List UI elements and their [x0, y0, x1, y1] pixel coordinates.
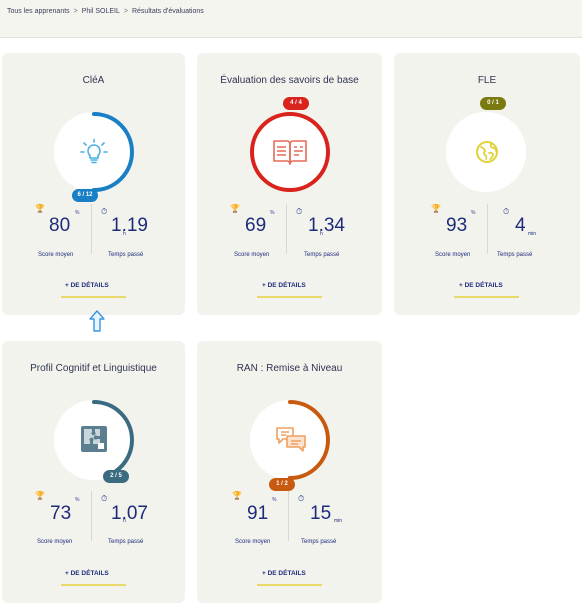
score-unit: % [471, 210, 476, 216]
card-title: RAN : Remise à Niveau [236, 363, 343, 374]
time-label: Temps passé [304, 252, 340, 258]
stopwatch-icon: ⏱ [101, 207, 108, 216]
details-underline [61, 296, 126, 298]
breadcrumb-current: Résultats d'évaluations [131, 8, 204, 15]
lightbulb-icon [79, 138, 109, 173]
stopwatch-icon: ⏱ [298, 494, 305, 503]
time-label: Temps passé [108, 252, 144, 258]
score-value: 73 [50, 503, 72, 524]
time-unit: h [320, 231, 323, 237]
score-label: Score moyen [235, 539, 271, 545]
divider [286, 204, 287, 254]
score-label: Score moyen [435, 252, 471, 258]
time-label: Temps passé [301, 539, 337, 545]
trophy-icon: 🏆 [232, 491, 242, 500]
breadcrumb: Tous les apprenants > Phil SOLEIL > Résultat… [7, 8, 204, 15]
time-unit: min [528, 231, 537, 237]
details-link[interactable]: + DE DÉTAILS [459, 282, 503, 289]
divider [91, 204, 92, 254]
score-unit: % [75, 210, 80, 216]
card-title: Évaluation des savoirs de base [220, 75, 359, 86]
card-fle[interactable]: FLE 0 / 1 🏆 % 93 Score moyen ⏱ 4 min Tem… [394, 53, 580, 315]
score-unit: % [270, 210, 275, 216]
score-label: Score moyen [37, 539, 73, 545]
score-label: Score moyen [38, 252, 74, 258]
time-label: Temps passé [108, 539, 144, 545]
details-underline [257, 296, 322, 298]
card-ran[interactable]: RAN : Remise à Niveau 1 / 2 🏆 % 91 Score… [197, 341, 382, 603]
globe-icon [474, 139, 500, 170]
progress-arc [54, 400, 134, 480]
breadcrumb-learner[interactable]: Phil SOLEIL [81, 8, 120, 15]
score-value: 91 [247, 503, 269, 524]
open-book-icon [272, 137, 308, 172]
card-savoirs-de-base[interactable]: Évaluation des savoirs de base 4 / 4 🏆 %… [197, 53, 382, 315]
trophy-icon: 🏆 [230, 204, 240, 213]
time-value: 1.34 [308, 215, 345, 236]
score-value: 93 [446, 215, 468, 236]
top-bar: Tous les apprenants > Phil SOLEIL > Résultat… [0, 0, 582, 38]
details-underline [61, 584, 126, 586]
card-title: CléA [82, 75, 105, 86]
trophy-icon: 🏆 [35, 204, 45, 213]
details-underline [454, 296, 519, 298]
progress-ring [54, 400, 134, 480]
progress-ring [250, 112, 330, 192]
progress-badge: 2 / 5 [103, 470, 129, 483]
details-link[interactable]: + DE DÉTAILS [65, 570, 109, 577]
time-unit: min [334, 518, 343, 524]
score-value: 80 [49, 215, 71, 236]
time-value: 15 [310, 503, 332, 524]
card-title: Profil Cognitif et Linguistique [30, 363, 157, 374]
breadcrumb-all-learners[interactable]: Tous les apprenants [7, 8, 70, 15]
progress-badge: 0 / 1 [480, 97, 506, 110]
time-value: 1.19 [111, 215, 148, 236]
details-link[interactable]: + DE DÉTAILS [65, 282, 109, 289]
breadcrumb-separator: > [123, 8, 128, 15]
card-profil-cognitif[interactable]: Profil Cognitif et Linguistique 2 / 5 🏆 … [2, 341, 185, 603]
score-value: 69 [245, 215, 267, 236]
divider [487, 204, 488, 254]
score-unit: % [272, 497, 277, 503]
stopwatch-icon: ⏱ [101, 494, 108, 503]
time-unit: h [123, 518, 126, 524]
details-link[interactable]: + DE DÉTAILS [262, 570, 306, 577]
chat-bubbles-icon [275, 425, 307, 458]
progress-badge: 1 / 2 [269, 478, 295, 491]
score-label: Score moyen [234, 252, 270, 258]
progress-badge: 6 / 12 [72, 189, 98, 202]
stopwatch-icon: ⏱ [503, 207, 510, 216]
details-underline [257, 584, 322, 586]
score-unit: % [75, 497, 80, 503]
breadcrumb-separator: > [73, 8, 78, 15]
time-unit: h [123, 231, 126, 237]
progress-arc [250, 112, 330, 192]
divider [91, 491, 92, 541]
trophy-icon: 🏆 [35, 491, 45, 500]
up-arrow-icon [89, 310, 105, 332]
time-value: 1.07 [111, 503, 148, 524]
progress-badge: 4 / 4 [283, 97, 309, 110]
time-value: 4 [515, 215, 526, 236]
trophy-icon: 🏆 [431, 204, 441, 213]
puzzle-icon [80, 425, 108, 458]
progress-circle [446, 112, 526, 192]
time-label: Temps passé [497, 252, 533, 258]
card-clea[interactable]: CléA 6 / 12 🏆 % 80 Score moyen ⏱ 1.19 h … [2, 53, 185, 315]
stopwatch-icon: ⏱ [296, 207, 303, 216]
details-link[interactable]: + DE DÉTAILS [262, 282, 306, 289]
card-title: FLE [477, 75, 497, 86]
divider [288, 491, 289, 541]
